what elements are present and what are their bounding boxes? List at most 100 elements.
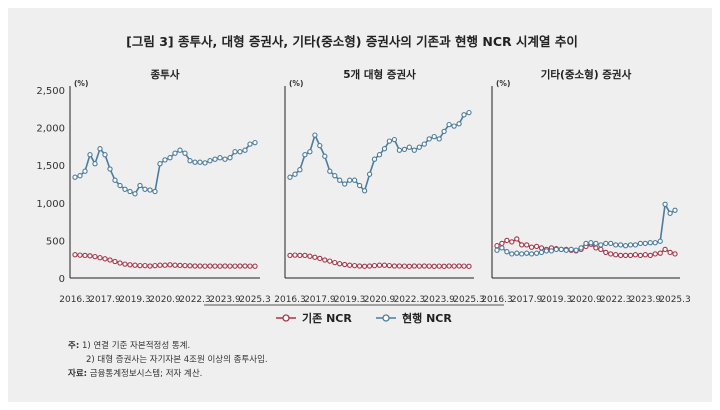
data-point [112, 258, 118, 265]
data-point [162, 157, 168, 163]
panel-3: 기타(중소형) 증권사(%)2016.32017.92019.32020.920… [481, 68, 691, 305]
data-point [466, 263, 472, 269]
data-point [371, 262, 378, 269]
x-tick-label: 2016.3 [481, 295, 513, 305]
data-point [222, 263, 228, 269]
data-point [297, 252, 303, 259]
data-point [127, 188, 133, 195]
data-point [187, 158, 193, 164]
y-tick-label: 2,500 [36, 86, 65, 97]
data-point [366, 263, 373, 269]
data-point [297, 167, 303, 173]
data-point [347, 262, 353, 268]
x-tick-label: 2020.9 [149, 295, 181, 305]
data-point [122, 261, 128, 267]
data-point [197, 159, 203, 165]
series-old-ncr [72, 252, 258, 269]
data-point [441, 263, 447, 269]
data-point [172, 262, 178, 268]
data-point [421, 263, 427, 269]
data-point [222, 156, 228, 162]
data-point [642, 240, 648, 247]
data-point [102, 152, 108, 158]
data-point [342, 261, 348, 268]
data-point [327, 258, 333, 264]
data-point [337, 177, 343, 183]
data-point [117, 260, 123, 266]
data-point [376, 262, 383, 268]
data-point [137, 262, 143, 269]
legend-item-old-ncr: 기존 NCR [276, 311, 352, 325]
data-point [391, 136, 398, 143]
data-point [662, 246, 668, 253]
data-point [207, 158, 213, 164]
data-point [242, 147, 248, 153]
data-point [97, 255, 103, 261]
data-point [617, 252, 624, 259]
data-point [652, 251, 658, 257]
data-point [543, 248, 550, 254]
data-point [152, 188, 158, 195]
data-point [212, 263, 218, 269]
data-point [519, 242, 525, 248]
data-point [667, 249, 673, 256]
data-point [217, 155, 223, 161]
x-tick-label: 2025.3 [239, 295, 271, 305]
data-point [376, 152, 383, 158]
data-point [431, 263, 437, 269]
data-point [466, 109, 472, 116]
panel-2: 5개 대형 증권사 (%) 2016.32017.92019.32020.92022… [274, 68, 485, 305]
data-point [396, 263, 403, 269]
y-unit-label: (%) [74, 79, 88, 88]
data-point [528, 251, 535, 257]
data-point [247, 263, 253, 269]
data-point [637, 240, 644, 247]
data-point [366, 171, 373, 177]
data-point [77, 252, 83, 258]
data-point [441, 128, 447, 135]
data-point [386, 262, 393, 269]
data-point [637, 252, 644, 259]
x-tick-label: 2019.3 [119, 295, 151, 305]
data-point [351, 262, 358, 269]
data-point [461, 263, 467, 269]
data-point [622, 243, 629, 249]
data-point [237, 149, 243, 155]
x-tick-label: 2020.9 [364, 295, 396, 305]
data-point [632, 242, 639, 248]
data-point [578, 245, 584, 251]
data-point [647, 252, 653, 259]
legend-label: 현행 NCR [402, 311, 452, 325]
x-tick-label: 2022.3 [179, 295, 211, 305]
data-point [97, 146, 103, 152]
figure-canvas: [그림 3] 종투사, 대형 증권사, 기타(중소형) 증권사의 기존과 현행 … [36, 34, 691, 325]
data-point [573, 247, 579, 253]
data-point [504, 249, 510, 255]
data-point [147, 263, 153, 269]
note-line-1: 주: 1) 연결 기준 자본적정성 통계. [68, 341, 191, 351]
y-tick-label: 2,000 [36, 124, 65, 135]
data-point [351, 177, 358, 183]
y-unit-label: (%) [289, 79, 303, 88]
data-point [514, 250, 520, 256]
data-point [401, 263, 408, 269]
data-point [202, 263, 208, 269]
x-tick-label: 2022.3 [394, 295, 426, 305]
data-point [426, 263, 432, 269]
data-point [117, 182, 123, 189]
x-tick-label: 2019.3 [541, 295, 573, 305]
data-point [162, 262, 168, 268]
data-point [207, 263, 213, 269]
data-point [446, 121, 452, 128]
data-point [342, 181, 348, 187]
data-point [617, 242, 624, 248]
data-point [72, 174, 78, 180]
data-point [667, 210, 673, 216]
data-point [499, 245, 505, 251]
data-point [509, 239, 515, 245]
data-point [451, 123, 457, 129]
x-tick-label: 2022.3 [600, 295, 632, 305]
data-point [167, 262, 173, 268]
data-point [558, 246, 564, 253]
legend-swatch-marker [282, 314, 290, 322]
